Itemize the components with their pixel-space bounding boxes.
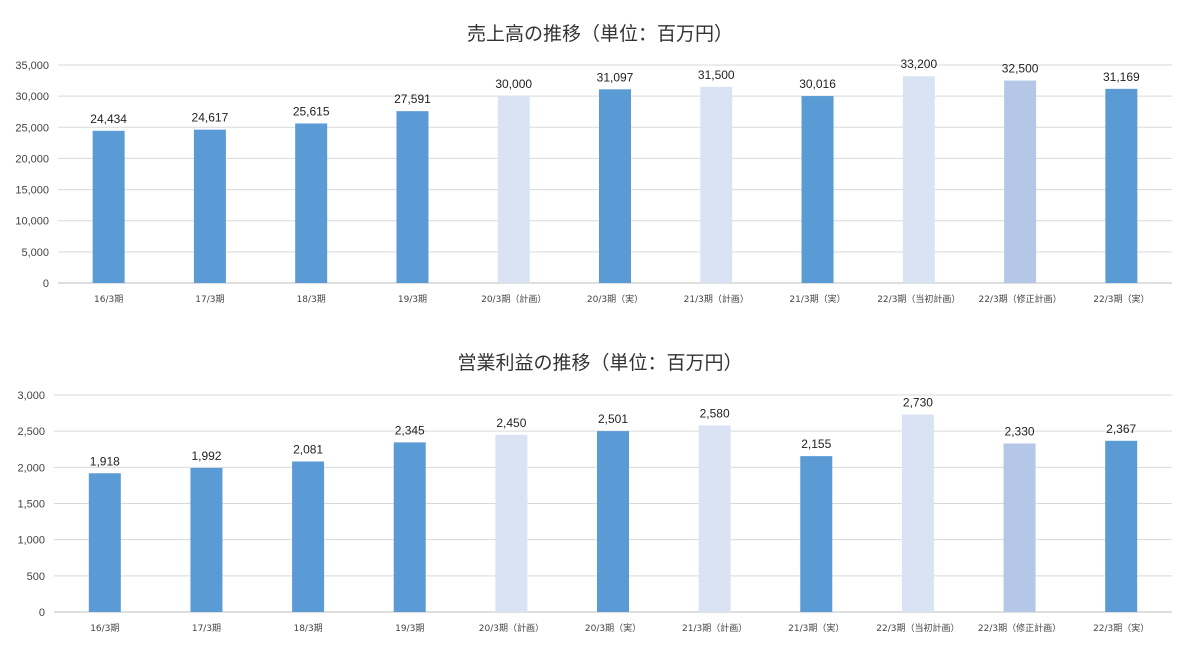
y-tick-label: 500 xyxy=(27,571,45,583)
x-tick-label: 18/3期 xyxy=(293,623,322,634)
data-label: 2,081 xyxy=(293,442,323,456)
data-label: 2,330 xyxy=(1005,424,1035,438)
bar xyxy=(190,467,223,612)
x-tick-label: 20/3期（計画） xyxy=(481,293,546,305)
x-tick-label: 20/3期（実） xyxy=(587,293,643,305)
y-tick-label: 30,000 xyxy=(15,91,49,103)
data-label: 31,097 xyxy=(597,70,634,84)
data-label: 2,367 xyxy=(1106,422,1136,436)
data-label: 2,501 xyxy=(598,412,628,426)
bar xyxy=(495,434,528,612)
y-tick-label: 5,000 xyxy=(21,247,49,259)
y-tick-label: 15,000 xyxy=(15,185,49,197)
x-tick-label: 21/3期（計画） xyxy=(684,293,749,305)
x-tick-label: 20/3期（計画） xyxy=(479,622,544,634)
bar xyxy=(92,130,125,283)
x-tick-label: 21/3期（計画） xyxy=(682,622,747,634)
bar xyxy=(800,456,833,612)
x-tick-label: 22/3期（当初計画） xyxy=(877,293,960,305)
data-label: 31,500 xyxy=(698,68,735,82)
y-tick-label: 25,000 xyxy=(15,122,49,134)
y-tick-label: 2,000 xyxy=(17,462,45,474)
bar xyxy=(901,414,934,612)
data-label: 31,169 xyxy=(1103,70,1140,84)
bar xyxy=(1105,440,1138,612)
x-tick-label: 16/3期 xyxy=(94,294,123,305)
bar xyxy=(193,129,226,283)
data-label: 24,617 xyxy=(192,111,229,125)
y-tick-label: 0 xyxy=(39,607,45,619)
bar xyxy=(88,473,121,612)
data-label: 27,591 xyxy=(394,92,431,106)
data-label: 32,500 xyxy=(1002,62,1039,76)
x-tick-label: 20/3期（実） xyxy=(585,622,641,634)
bar xyxy=(393,442,426,612)
x-tick-label: 16/3期 xyxy=(90,623,119,634)
data-label: 30,016 xyxy=(799,77,836,91)
bar xyxy=(497,96,530,284)
x-tick-label: 19/3期 xyxy=(398,294,427,305)
x-tick-label: 22/3期（当初計画） xyxy=(876,622,959,634)
bar xyxy=(396,111,429,283)
y-tick-label: 20,000 xyxy=(15,153,49,165)
y-tick-label: 1,500 xyxy=(17,499,45,511)
bar xyxy=(597,431,629,612)
data-label: 1,918 xyxy=(90,454,120,468)
chart-title: 売上高の推移（単位：百万円） xyxy=(467,23,733,45)
data-label: 2,580 xyxy=(700,406,730,420)
sales-chart: 売上高の推移（単位：百万円） 0 5,000 10,000 15,000 20,000 2… xyxy=(15,23,1172,305)
data-label: 24,434 xyxy=(90,112,127,126)
x-tick-label: 22/3期（実） xyxy=(1093,622,1149,634)
data-label: 33,200 xyxy=(900,57,937,71)
x-tick-label: 22/3期（修正計画） xyxy=(978,293,1061,305)
y-tick-label: 35,000 xyxy=(15,60,49,72)
y-tick-label: 3,000 xyxy=(17,390,45,402)
x-tick-label: 21/3期（実） xyxy=(789,293,845,305)
data-label: 25,615 xyxy=(293,104,330,118)
bar xyxy=(700,86,733,283)
y-tick-label: 1,000 xyxy=(17,535,45,547)
bar xyxy=(1105,88,1138,283)
bar xyxy=(295,123,328,283)
x-tick-label: 18/3期 xyxy=(297,294,326,305)
y-tick-label: 10,000 xyxy=(15,216,49,228)
data-label: 2,450 xyxy=(496,416,526,430)
data-label: 2,730 xyxy=(903,396,933,410)
data-label: 2,155 xyxy=(801,437,831,451)
bar xyxy=(801,96,834,283)
x-tick-label: 21/3期（実） xyxy=(788,622,844,634)
y-tick-label: 0 xyxy=(43,278,49,290)
y-tick-label: 2,500 xyxy=(17,426,45,438)
bar xyxy=(599,89,631,283)
x-tick-label: 17/3期 xyxy=(192,623,221,634)
data-label: 1,992 xyxy=(191,449,221,463)
x-tick-label: 22/3期（修正計画） xyxy=(978,622,1061,634)
x-tick-label: 19/3期 xyxy=(395,623,424,634)
chart-title: 営業利益の推移（単位：百万円） xyxy=(457,352,742,374)
x-tick-label: 17/3期 xyxy=(195,294,224,305)
data-label: 2,345 xyxy=(395,423,425,437)
bar xyxy=(1004,80,1037,283)
bar xyxy=(902,76,935,283)
operating-profit-chart: 営業利益の推移（単位：百万円） 0 500 1,000 1,500 2,000 2,500… xyxy=(17,352,1172,634)
bar xyxy=(1003,443,1036,612)
data-label: 30,000 xyxy=(495,77,532,91)
x-tick-label: 22/3期（実） xyxy=(1093,293,1149,305)
bar xyxy=(292,461,325,612)
bar xyxy=(698,425,731,612)
